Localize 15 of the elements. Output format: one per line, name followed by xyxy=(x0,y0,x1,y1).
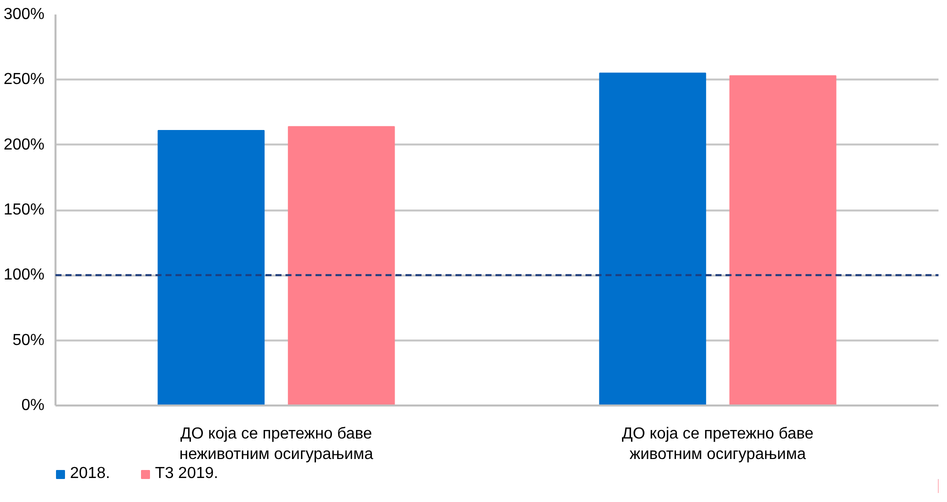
legend-label: 2018. xyxy=(70,465,110,483)
y-tick-label: 50% xyxy=(12,332,45,349)
bar xyxy=(158,130,265,406)
y-tick-label: 0% xyxy=(21,397,44,414)
bar xyxy=(288,126,395,406)
y-tick-label: 250% xyxy=(4,71,44,88)
x-tick-label: ДО која се претежно баве неживотним осигурањима xyxy=(179,426,374,463)
bar xyxy=(599,72,706,406)
y-tick-label: 150% xyxy=(4,202,44,218)
y-tick-label: 300% xyxy=(4,6,44,23)
bar xyxy=(729,75,836,406)
y-tick-label: 100% xyxy=(4,266,44,284)
x-tick-label: ДО која се претежно баве животним осигурањима xyxy=(622,426,814,463)
y-tick-label: 200% xyxy=(4,136,44,154)
legend-label: Т3 2019. xyxy=(155,465,218,483)
